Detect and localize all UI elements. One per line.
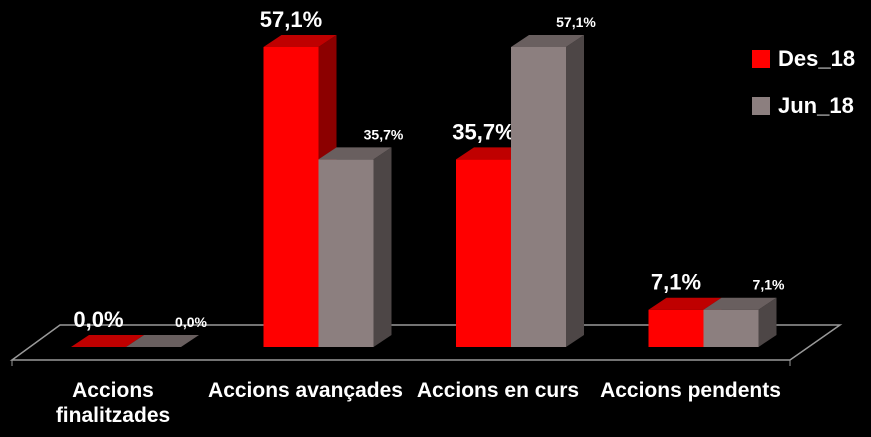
bar-top [511,35,584,47]
legend-swatch [752,50,770,68]
bar [511,47,566,347]
value-label: 0,0% [73,307,123,332]
floor [9,324,843,361]
bar-top [703,297,777,310]
legend-label: Jun_18 [778,93,854,118]
bar-top [318,147,392,160]
bar-side [758,297,777,347]
bar [703,309,759,347]
legend-label: Des_18 [778,46,855,71]
value-label: 35,7% [364,126,404,142]
value-label: 7,1% [753,277,785,293]
x-tick-label: Accions finalitzades [55,379,171,427]
value-label: 57,1% [556,14,596,30]
bar-side [373,147,392,347]
bar [263,47,319,347]
bar-top [263,35,337,47]
bar-top [126,335,199,347]
bar-top [456,147,529,160]
x-tick-label: Accions avançades [208,379,403,402]
value-label: 0,0% [175,314,207,330]
x-tick-label: Accions en curs [416,379,580,402]
bar-side [566,35,584,347]
legend-swatch [752,97,770,115]
bar [456,159,511,347]
x-tick-label: Accions pendents [600,379,781,402]
bar [318,159,374,347]
bar [648,309,704,347]
bar-top [71,335,144,347]
value-label: 7,1% [651,270,701,295]
value-label: 57,1% [260,7,322,32]
value-label: 35,7% [452,119,514,144]
bar-top [648,297,722,310]
